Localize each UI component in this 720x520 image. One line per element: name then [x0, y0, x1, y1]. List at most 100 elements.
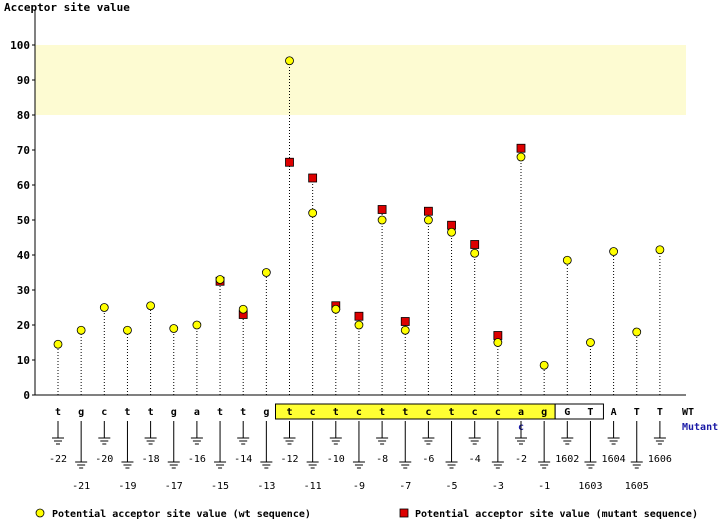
mutant-point — [516, 143, 526, 153]
base-letter: c — [310, 407, 316, 418]
wt-point — [285, 56, 294, 66]
position-label: -11 — [304, 481, 322, 492]
base-letter: g — [78, 407, 84, 418]
base-letter: c — [356, 407, 362, 418]
base-letter: t — [379, 407, 385, 418]
base-letter: t — [148, 407, 154, 418]
position-label: 1604 — [602, 454, 626, 465]
wt-point — [192, 320, 202, 330]
position-label: -13 — [257, 481, 275, 492]
wt-point — [331, 304, 341, 314]
position-label: -22 — [49, 454, 67, 465]
wt-point — [632, 327, 642, 337]
position-label: -5 — [446, 481, 458, 492]
base-letter: t — [333, 407, 339, 418]
y-tick-label: 80 — [17, 109, 30, 122]
y-tick-label: 10 — [17, 354, 30, 367]
position-label: 1603 — [578, 481, 602, 492]
wt-point — [215, 275, 225, 284]
position-label: -3 — [492, 481, 504, 492]
mutant-point — [308, 173, 318, 183]
y-tick-label: 30 — [17, 284, 30, 297]
position-label: -4 — [469, 454, 481, 465]
base-letter: c — [101, 407, 107, 418]
wt-point — [447, 227, 456, 237]
base-letter: A — [611, 407, 617, 418]
wt-point — [261, 268, 271, 277]
mutant-point — [285, 157, 294, 167]
mutant-point — [354, 311, 364, 321]
wt-point — [655, 245, 665, 255]
legend-wt-marker — [35, 508, 45, 518]
highlight-sequence-box — [275, 403, 556, 420]
y-tick-label: 0 — [23, 389, 30, 402]
position-label: -6 — [422, 454, 434, 465]
wt-point — [123, 325, 132, 335]
wt-point — [493, 338, 503, 347]
position-label: -9 — [353, 481, 365, 492]
y-tick-label: 100 — [10, 39, 30, 52]
position-label: -17 — [165, 481, 183, 492]
legend-wt-label: Potential acceptor site value (wt sequen… — [52, 508, 311, 520]
wt-point — [238, 304, 248, 314]
base-letter: t — [217, 407, 223, 418]
position-label: -16 — [188, 454, 206, 465]
position-label: -1 — [538, 481, 550, 492]
wt-point — [377, 215, 387, 225]
wt-row-label: WT — [682, 407, 694, 418]
base-letter: T — [587, 407, 593, 418]
wt-point — [586, 338, 595, 347]
wt-point — [562, 255, 572, 265]
base-letter: a — [518, 407, 524, 418]
position-label: -12 — [280, 454, 298, 465]
wt-point — [99, 303, 109, 312]
position-label: -15 — [211, 481, 229, 492]
y-tick-label: 70 — [17, 144, 30, 157]
wt-point — [470, 248, 480, 258]
base-letter: T — [634, 407, 640, 418]
base-letter: t — [124, 407, 130, 418]
wt-point — [76, 325, 86, 335]
wt-point — [400, 325, 410, 335]
position-label: 1605 — [625, 481, 649, 492]
wt-point — [308, 208, 318, 218]
base-letter: g — [171, 407, 177, 418]
position-label: -10 — [327, 454, 345, 465]
position-label: -2 — [515, 454, 527, 465]
chart-title: Acceptor site value — [4, 1, 130, 14]
mutant-point — [423, 206, 433, 216]
legend-mutant-label: Potential acceptor site value (mutant se… — [415, 508, 698, 520]
base-letter: a — [194, 407, 200, 418]
base-letter: t — [449, 407, 455, 418]
base-letter: t — [55, 407, 61, 418]
base-letter: t — [286, 407, 292, 418]
wt-point — [609, 247, 618, 256]
exon-start-box — [554, 403, 604, 420]
position-label: -14 — [234, 454, 252, 465]
mutant-point — [400, 317, 410, 326]
base-letter: g — [541, 407, 547, 418]
wt-point — [169, 324, 179, 333]
base-letter: c — [495, 407, 501, 418]
y-tick-label: 20 — [17, 319, 30, 332]
mutant-row-label: Mutant — [682, 422, 718, 433]
base-letter: T — [657, 407, 663, 418]
position-label: -21 — [72, 481, 90, 492]
mutant-point — [377, 205, 387, 214]
wt-point — [423, 215, 433, 225]
wt-point — [53, 339, 63, 349]
base-letter: t — [402, 407, 408, 418]
position-label: -18 — [142, 454, 160, 465]
y-tick-label: 60 — [17, 179, 30, 192]
wt-point — [516, 152, 526, 162]
wt-point — [146, 301, 156, 311]
position-label: -20 — [95, 454, 113, 465]
base-letter: g — [263, 407, 269, 418]
legend-mutant-marker — [399, 508, 409, 518]
base-letter: c — [425, 407, 431, 418]
position-label: 1606 — [648, 454, 672, 465]
wt-point — [354, 320, 364, 330]
mutant-point — [470, 240, 480, 249]
y-tick-label: 40 — [17, 249, 30, 262]
